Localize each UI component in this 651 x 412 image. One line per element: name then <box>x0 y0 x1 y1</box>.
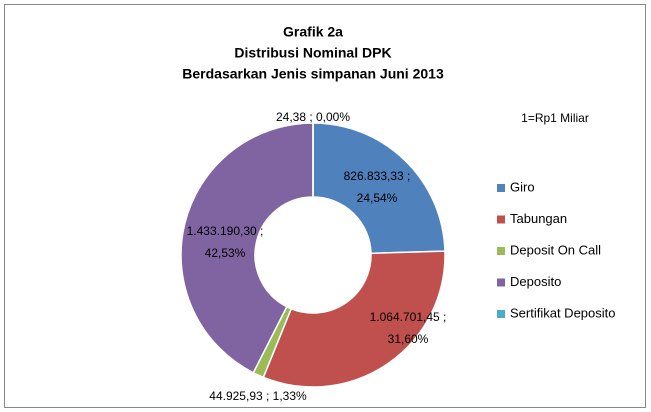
data-label: 44.925,93 ; 1,33% <box>209 389 307 403</box>
legend-label: Giro <box>510 179 535 194</box>
legend-swatch <box>497 278 505 287</box>
legend-label: Sertifikat Deposito <box>510 305 616 320</box>
chart-title: Berdasarkan Jenis simpanan Juni 2013 <box>182 66 444 82</box>
donut-slice <box>180 122 314 374</box>
donut-slice <box>312 122 446 255</box>
data-label: 1.433.190,30 ; 42,53% <box>187 224 264 260</box>
annotation: 1=Rp1 Miliar <box>521 111 589 125</box>
donut-slice <box>262 250 446 388</box>
chart-title: Distribusi Nominal DPK <box>234 45 391 61</box>
data-label: 1.064.701,45 ; 31,60% <box>370 310 447 346</box>
legend-swatch <box>497 184 505 192</box>
chart-title: Grafik 2a <box>283 24 343 40</box>
legend-label: Deposito <box>510 274 561 289</box>
legend-label: Deposit On Call <box>510 242 601 257</box>
data-label: 24,38 ; 0,00% <box>276 110 350 124</box>
data-label: 826.833,33 ; 24,54% <box>344 169 411 205</box>
legend-swatch <box>497 247 505 255</box>
legend-swatch <box>497 215 505 224</box>
legend-label: Tabungan <box>510 211 567 226</box>
legend-swatch <box>497 310 505 318</box>
